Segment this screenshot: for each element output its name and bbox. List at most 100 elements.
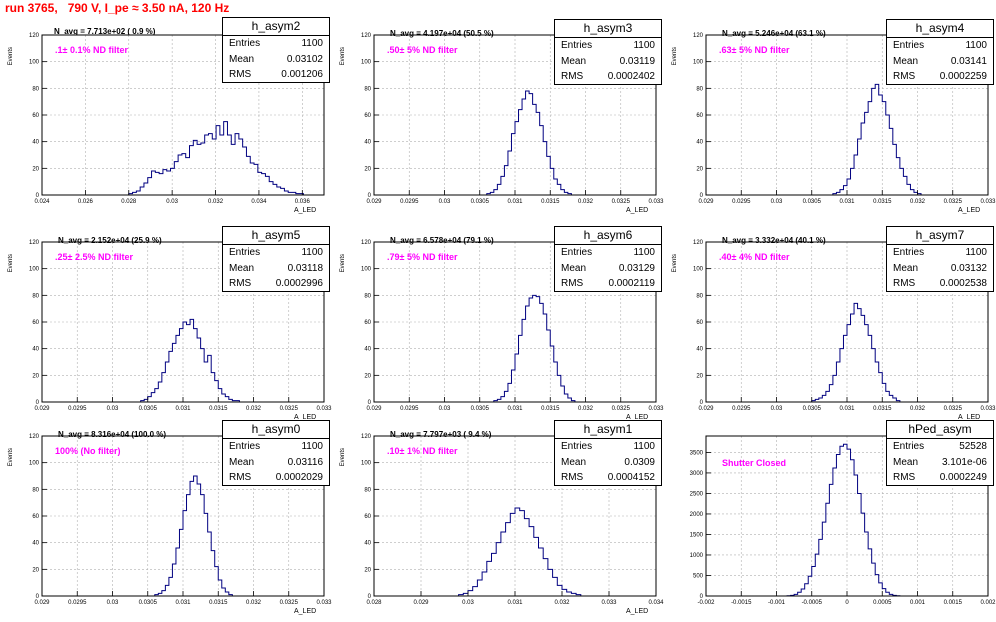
x-tick-label: 0.0325 <box>944 199 963 205</box>
stats-row-mean: Mean 0.0309 <box>555 455 661 471</box>
x-tick-label: 0.0315 <box>541 199 560 205</box>
stats-row-entries: Entries 52528 <box>887 439 993 455</box>
n-avg-label: N_avg = 5.246e+04 (63.1 %) <box>722 29 826 38</box>
y-tick-label: 3000 <box>690 471 704 477</box>
x-tick-label: 0.033 <box>648 406 664 412</box>
n-avg-label: N_avg = 7.797e+03 ( 9.4 %) <box>390 430 492 439</box>
y-tick-label: 1500 <box>690 532 704 538</box>
y-tick-label: 80 <box>364 487 371 493</box>
y-tick-label: 20 <box>32 373 39 379</box>
stats-box: h_asym2 Entries 1100 Mean 0.03102 RMS 0.001206 <box>222 17 330 83</box>
stats-rms-value: 0.0002119 <box>608 278 655 289</box>
stats-row-rms: RMS 0.0002538 <box>887 276 993 292</box>
stats-entries-label: Entries <box>561 441 593 452</box>
stats-entries-value: 1100 <box>633 247 655 258</box>
histogram-line <box>140 318 240 402</box>
stats-mean-label: Mean <box>561 55 587 67</box>
stats-mean-value: 0.03118 <box>287 262 323 274</box>
stats-title: h_asym2 <box>223 18 329 36</box>
histogram-canvas: 0.029 0.0295 0.03 0.0305 0.031 0.0315 0.032 0.0… <box>8 240 332 421</box>
x-tick-label: 0.0305 <box>803 406 822 412</box>
stats-box: h_asym0 Entries 1100 Mean 0.03116 RMS 0.000202… <box>222 420 330 486</box>
y-axis-title: Events <box>672 47 678 65</box>
x-tick-label: 0.002 <box>980 600 996 606</box>
filter-label: .10± 1% ND filter <box>387 446 458 456</box>
x-tick-label: 0.028 <box>121 199 137 205</box>
x-axis-title: A_LED <box>958 414 980 421</box>
x-tick-label: 0.031 <box>839 406 855 412</box>
stats-row-mean: Mean 0.03102 <box>223 52 329 68</box>
stats-row-rms: RMS 0.0002259 <box>887 69 993 85</box>
x-tick-label: -0.0005 <box>802 600 823 606</box>
x-tick-label: 0.032 <box>578 406 594 412</box>
y-tick-label: 60 <box>364 320 371 326</box>
stats-box: h_asym4 Entries 1100 Mean 0.03141 RMS 0.000225… <box>886 19 994 85</box>
stats-row-rms: RMS 0.001206 <box>223 67 329 83</box>
y-tick-label: 0 <box>36 400 40 406</box>
y-tick-label: 40 <box>696 347 703 353</box>
x-tick-label: 0.0325 <box>280 600 299 606</box>
filter-label: .1± 0.1% ND filter <box>55 45 128 55</box>
stats-entries-label: Entries <box>229 38 261 49</box>
histogram-line <box>832 83 922 195</box>
histogram-line <box>128 121 304 195</box>
filter-label: Shutter Closed <box>722 458 787 468</box>
y-tick-label: 0 <box>700 400 704 406</box>
y-tick-label: 100 <box>29 461 40 467</box>
stats-rms-value: 0.0002538 <box>939 278 987 289</box>
n-avg-label: N_avg = 6.578e+04 (79.1 %) <box>390 236 494 245</box>
y-tick-label: 20 <box>364 567 371 573</box>
n-avg-label: N_avg = 8.316e+04 (100.0 %) <box>58 430 167 439</box>
stats-mean-label: Mean <box>893 262 919 274</box>
y-tick-label: 40 <box>364 140 371 146</box>
x-tick-label: 0.033 <box>648 199 664 205</box>
x-tick-label: 0.029 <box>366 199 382 205</box>
stats-rms-value: 0.0002029 <box>275 472 323 483</box>
y-tick-label: 80 <box>32 293 39 299</box>
stats-rms-value: 0.0002996 <box>275 278 323 289</box>
stats-mean-value: 0.03129 <box>618 262 655 274</box>
x-tick-label: 0.001 <box>910 600 926 606</box>
y-tick-label: 40 <box>364 347 371 353</box>
y-tick-label: 3500 <box>690 450 704 456</box>
filter-label: .50± 5% ND filter <box>387 45 458 55</box>
x-tick-label: 0.03 <box>107 406 119 412</box>
stats-rms-label: RMS <box>893 278 916 289</box>
x-tick-label: 0.03 <box>771 406 783 412</box>
x-tick-label: 0 <box>845 600 849 606</box>
x-tick-label: 0.0325 <box>612 199 631 205</box>
histogram-canvas: 0.029 0.0295 0.03 0.0305 0.031 0.0315 0.032 0.0… <box>672 33 996 214</box>
y-tick-label: 100 <box>29 60 40 66</box>
histogram-canvas: 0.029 0.0295 0.03 0.0305 0.031 0.0315 0.032 0.0… <box>672 240 996 421</box>
stats-mean-label: Mean <box>229 53 255 65</box>
y-tick-label: 100 <box>693 267 704 273</box>
x-axis-title: A_LED <box>626 207 648 214</box>
x-tick-label: 0.029 <box>698 406 714 412</box>
x-axis-title: A_LED <box>626 608 648 615</box>
n-avg-label: N_avg = 4.197e+04 (50.5 %) <box>390 29 494 38</box>
filter-label: 100% (No filter) <box>55 446 121 456</box>
y-tick-label: 60 <box>364 113 371 119</box>
stats-title: h_asym4 <box>887 20 993 38</box>
histogram-pad-h_asym3: 0.029 0.0295 0.03 0.0305 0.031 0.0315 0.032 0.0… <box>332 14 664 221</box>
x-tick-label: 0.031 <box>175 600 191 606</box>
stats-entries-value: 1100 <box>301 247 323 258</box>
x-tick-label: 0.034 <box>648 600 664 606</box>
x-tick-label: 0.0295 <box>732 199 751 205</box>
histogram-pad-h_asym5: 0.029 0.0295 0.03 0.0305 0.031 0.0315 0.032 0.0… <box>0 221 332 428</box>
y-tick-label: 20 <box>32 567 39 573</box>
x-tick-label: 0.0325 <box>944 406 963 412</box>
stats-title: h_asym3 <box>555 20 661 38</box>
stats-title: h_asym6 <box>555 227 661 245</box>
x-tick-label: 0.0305 <box>139 406 158 412</box>
stats-entries-label: Entries <box>893 441 925 452</box>
stats-mean-value: 0.03102 <box>286 53 323 65</box>
x-tick-label: 0.0015 <box>944 600 963 606</box>
stats-entries-label: Entries <box>893 40 925 51</box>
histogram-line <box>154 475 233 596</box>
x-tick-label: 0.032 <box>578 199 594 205</box>
y-tick-label: 0 <box>700 193 704 199</box>
stats-mean-value: 0.03132 <box>950 262 987 274</box>
x-tick-label: 0.0315 <box>873 406 892 412</box>
x-tick-label: 0.029 <box>34 600 50 606</box>
